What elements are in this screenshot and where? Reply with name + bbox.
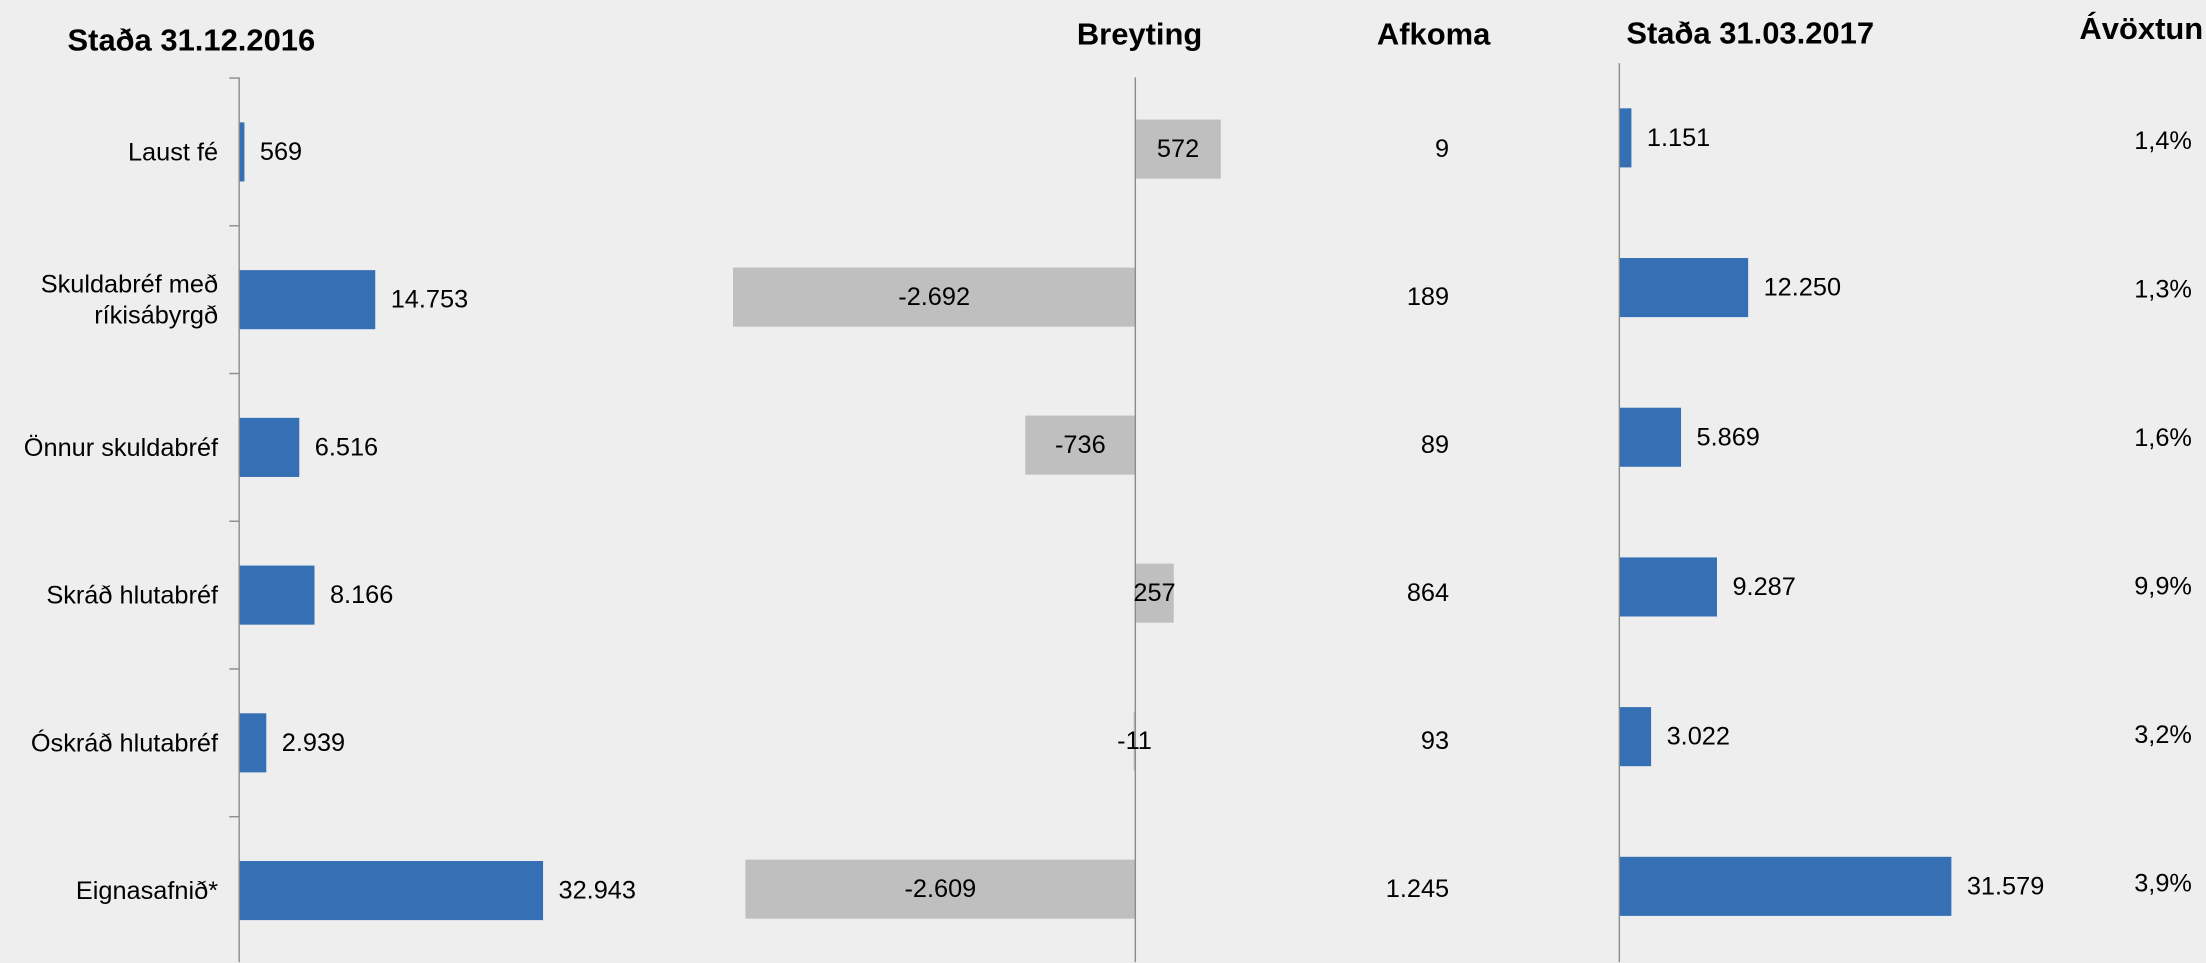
value-cell: 1,6% [2134,424,2192,452]
value-cell: 9 [1435,135,1449,163]
bar [239,713,267,773]
value-cell: 93 [1421,727,1449,755]
bar [239,861,544,921]
value-label: 32.943 [559,877,636,905]
bar [239,270,376,330]
bar [1619,108,1632,168]
category-label: Óskráð hlutabréf [30,728,219,757]
panel-title: Staða 31.12.2016 [68,22,316,57]
value-label: 14.753 [391,286,468,314]
value-label: -11 [1117,727,1152,755]
bar [239,565,315,625]
category-label: Skráð hlutabréf [46,581,219,610]
value-cell: 89 [1421,431,1449,459]
bar [1619,407,1682,467]
panel-title: Afkoma [1377,17,1491,52]
bar [745,859,1136,919]
bar [1133,711,1136,771]
value-cell: 1,4% [2134,127,2192,155]
bar [239,417,300,477]
value-label: 8.166 [330,581,393,609]
category-label: Laust fé [127,137,219,167]
value-label: 1.151 [1647,124,1710,152]
bar [1135,119,1221,179]
value-label: -2.692 [898,283,970,311]
value-label: 9.287 [1732,573,1795,601]
bar [1619,557,1717,617]
bar [1619,707,1652,767]
value-cell: 3,2% [2134,721,2192,749]
value-label: -2.609 [904,875,976,903]
value-label: 12.250 [1764,274,1841,302]
category-label: Önnur skuldabréf [23,433,219,462]
bar [1135,563,1174,623]
value-label: 31.579 [1967,872,2044,900]
value-label: -736 [1055,431,1106,459]
bar [239,122,245,182]
panel-title: Breyting [1077,17,1203,52]
bar [1025,415,1136,475]
bar [1619,258,1749,318]
value-label: 257 [1133,579,1175,607]
value-cell: 1,3% [2134,275,2192,303]
panel-title: Staða 31.03.2017 [1626,15,1874,50]
value-label: 569 [260,138,302,166]
panel-title: Ávöxtun [2079,11,2203,46]
value-cell: 1.245 [1386,875,1449,903]
value-label: 5.869 [1697,423,1760,451]
bar [733,267,1136,327]
value-cell: 9,9% [2134,572,2192,600]
value-cell: 3,9% [2134,870,2192,898]
category-label: Skuldabréf með ríkisábyrgð [40,270,219,330]
value-label: 572 [1157,135,1199,163]
value-cell: 864 [1407,579,1449,607]
category-label: Eignasafnið* [75,876,219,905]
value-label: 6.516 [315,433,378,461]
value-cell: 189 [1407,283,1449,311]
value-label: 3.022 [1667,723,1730,751]
value-label: 2.939 [282,729,345,757]
bar [1619,856,1952,916]
